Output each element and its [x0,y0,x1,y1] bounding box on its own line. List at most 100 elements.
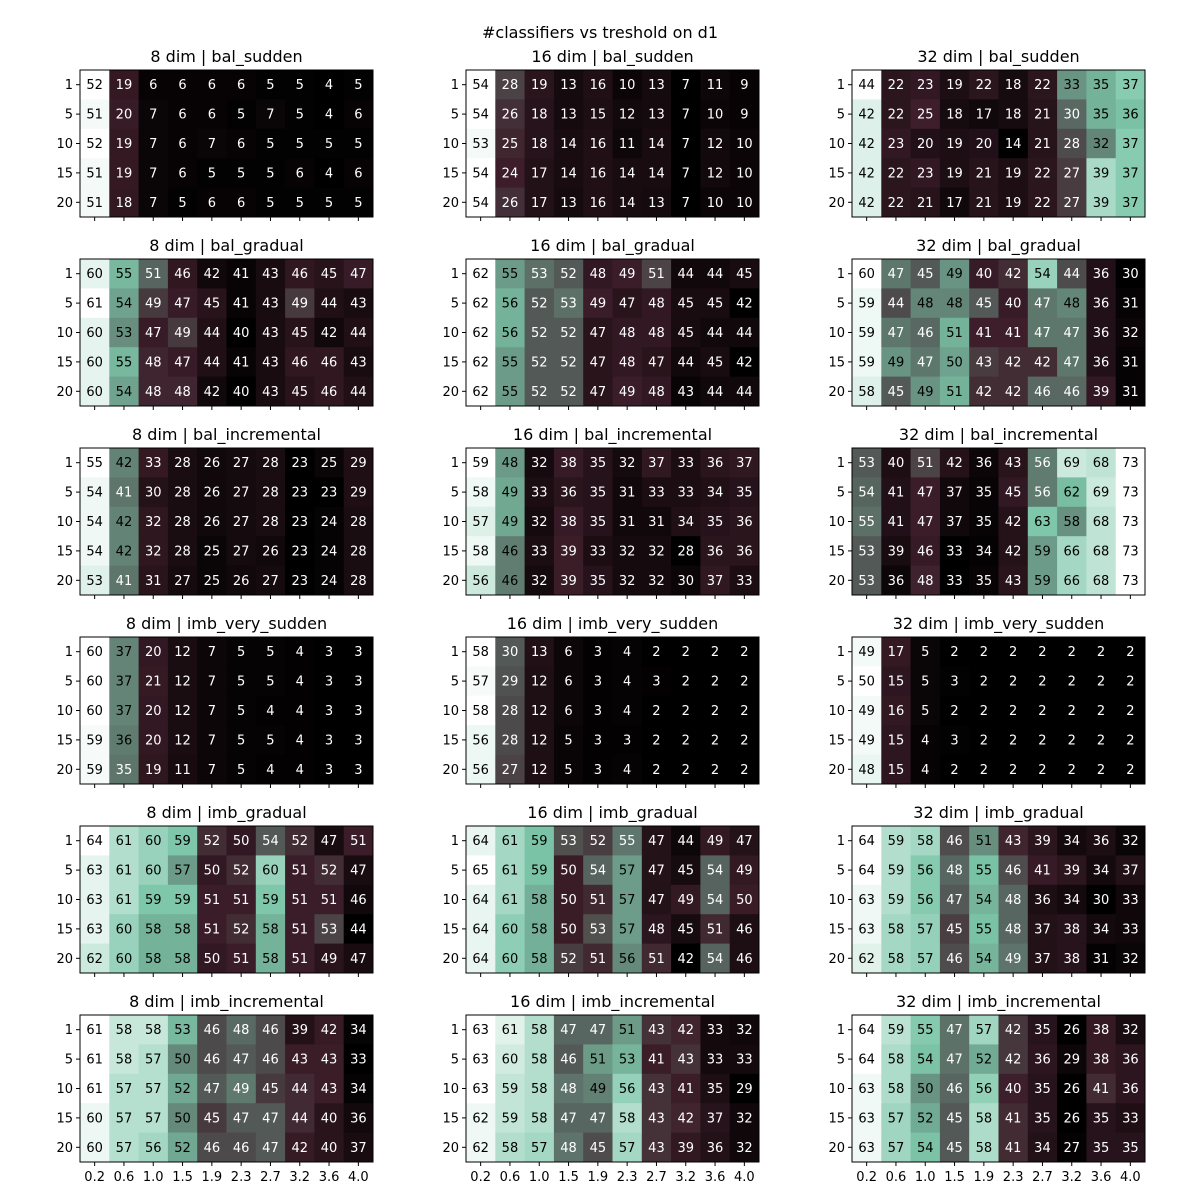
heatmap-cell [852,725,882,756]
cell-value-label: 58 [472,645,489,660]
heatmap-cell [939,259,970,289]
heatmap-cell [226,695,257,726]
heatmap-cell [466,128,496,159]
heatmap-cell [109,259,140,289]
cell-value-label: 47 [917,355,934,370]
cell-value-label: 27 [233,456,250,471]
cell-value-label: 35 [1034,1111,1051,1126]
y-tick-label: 10 [828,704,845,719]
x-tick-label: 4.0 [348,1170,369,1185]
heatmap-cell [255,1015,286,1045]
cell-value-label: 54 [116,297,133,312]
cell-value-label: 46 [204,1053,221,1068]
cell-value-label: 2 [652,704,660,719]
cell-value-label: 44 [1063,267,1080,282]
cell-value-label: 22 [1034,78,1051,93]
heatmap-cell [109,477,140,508]
heatmap-cell [109,1132,140,1163]
cell-value-label: 49 [946,267,963,282]
heatmap-cell [969,347,999,378]
heatmap-cell [881,158,912,189]
heatmap-cell [583,1103,613,1134]
heatmap-cell [314,158,345,189]
heatmap-cell [612,637,643,667]
cell-value-label: 55 [116,267,133,282]
cell-value-label: 51 [917,456,934,471]
cell-value-label: 3 [325,704,333,719]
cell-value-label: 42 [1005,1023,1022,1038]
heatmap-cell [314,288,345,319]
cell-value-label: 27 [233,544,250,559]
heatmap-cell [197,1015,227,1045]
heatmap-cell [466,259,496,289]
panel-title: 32 dim | bal_sudden [917,47,1079,67]
cell-value-label: 73 [1122,456,1139,471]
y-tick-label: 20 [828,196,845,211]
cell-value-label: 58 [531,893,548,908]
heatmap-cell [1086,70,1117,100]
cell-value-label: 36 [1093,297,1110,312]
cell-value-label: 36 [736,544,753,559]
cell-value-label: 19 [946,78,963,93]
heatmap-cell [939,565,970,596]
cell-value-label: 46 [291,355,308,370]
cell-value-label: 32 [736,1023,753,1038]
heatmap-cell [1027,376,1058,407]
heatmap-cell [495,666,526,697]
panel-title: 16 dim | bal_gradual [530,236,695,256]
heatmap-cell [852,1132,882,1163]
cell-value-label: 31 [1122,355,1139,370]
cell-value-label: 4 [325,108,333,123]
heatmap-cell [852,70,882,100]
cell-value-label: 47 [560,1023,577,1038]
cell-value-label: 12 [531,704,548,719]
heatmap-cell [700,376,731,407]
heatmap-cell [700,826,731,856]
x-tick-label: 1.5 [172,1170,193,1185]
cell-value-label: 52 [531,355,548,370]
heatmap-cell [466,695,496,726]
heatmap-cell [1086,506,1117,537]
heatmap-cell [314,754,345,785]
cell-value-label: 52 [560,267,577,282]
heatmap-cell [1086,884,1117,915]
cell-value-label: 57 [917,922,934,937]
cell-value-label: 35 [707,1082,724,1097]
cell-value-label: 38 [1093,1023,1110,1038]
heatmap-cell [553,1015,584,1045]
heatmap-cell [671,506,701,537]
cell-value-label: 35 [1093,108,1110,123]
heatmap-cell [939,70,970,100]
heatmap-cell [109,1073,140,1104]
heatmap-cell [167,695,198,726]
heatmap-cell [495,1132,526,1163]
heatmap-cell [285,826,315,856]
heatmap-cell [524,1015,555,1045]
cell-value-label: 46 [321,355,338,370]
y-tick-label: 10 [442,515,459,530]
cell-value-label: 5 [237,675,245,690]
cell-value-label: 58 [976,1111,993,1126]
heatmap-cell [466,1103,496,1134]
cell-value-label: 36 [350,1111,367,1126]
heatmap-cell [167,259,198,289]
heatmap-cell [226,565,257,596]
y-tick-label: 20 [56,385,73,400]
heatmap-cell [583,99,613,130]
cell-value-label: 5 [296,196,304,211]
heatmap-cell [729,725,760,756]
cell-value-label: 4 [266,704,274,719]
heatmap-cell [1027,99,1058,130]
heatmap-cell [226,317,257,348]
heatmap-cell [910,536,941,567]
heatmap-cell [729,1015,760,1045]
cell-value-label: 23 [321,486,338,501]
heatmap-cell [881,943,912,974]
heatmap-cell [138,448,169,478]
heatmap-cell [641,70,672,100]
cell-value-label: 2 [1009,763,1017,778]
cell-value-label: 45 [590,1141,607,1156]
heatmap-cell [612,70,643,100]
panel-title: 16 dim | imb_gradual [527,803,697,823]
heatmap-cell [314,187,345,218]
